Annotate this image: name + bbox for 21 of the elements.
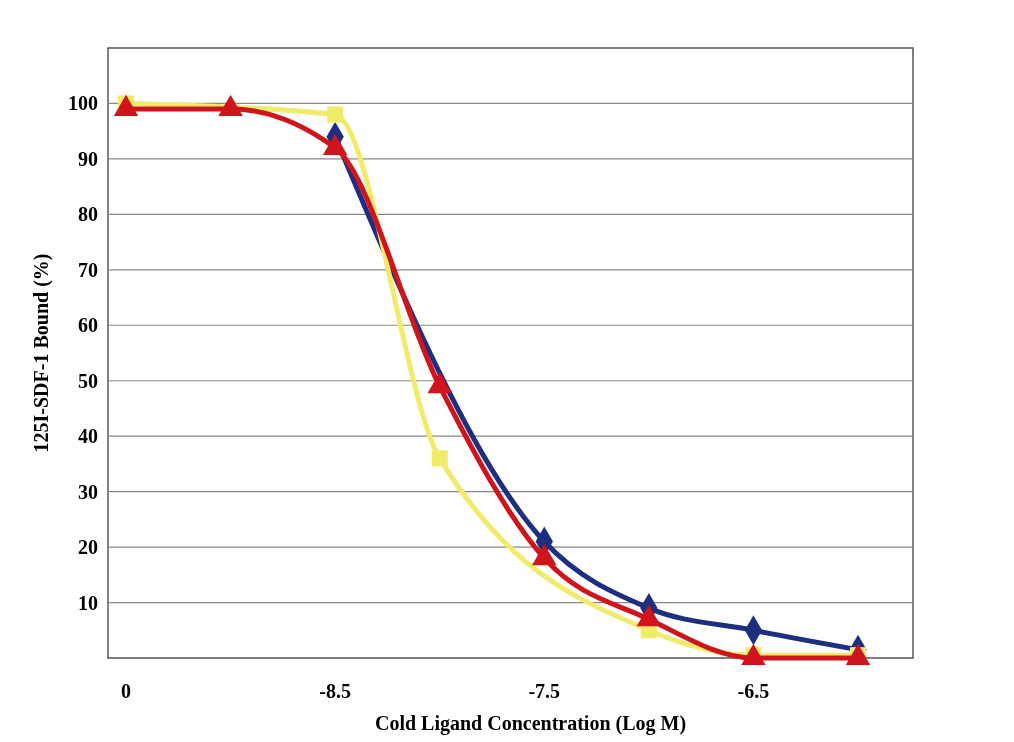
x-tick-label: -6.5 xyxy=(737,680,770,702)
y-tick-label: 10 xyxy=(78,591,98,614)
point xyxy=(431,450,448,467)
y-tick-label: 30 xyxy=(78,480,98,503)
point xyxy=(322,133,348,155)
point xyxy=(427,372,452,394)
y-tick-label: 80 xyxy=(78,203,98,226)
point xyxy=(113,94,139,117)
y-tick-label: 40 xyxy=(78,425,98,448)
y-axis-title: 125I-SDF-1 Bound (%) xyxy=(30,253,53,453)
y-tick-label: 100 xyxy=(68,92,98,115)
y-tick-label: 50 xyxy=(78,369,98,392)
x-axis-title: Cold Ligand Concentration (Log M) xyxy=(374,712,687,735)
x-tick-label: 0 xyxy=(121,680,131,702)
x-tick-label: -7.5 xyxy=(528,680,561,702)
y-tick-label: 70 xyxy=(78,258,98,281)
y-tick-label: 20 xyxy=(78,536,98,559)
y-tick-label: 90 xyxy=(78,147,98,170)
y-tick-label: 60 xyxy=(78,314,98,337)
point xyxy=(218,94,243,117)
x-tick-label: -8.5 xyxy=(319,680,351,702)
